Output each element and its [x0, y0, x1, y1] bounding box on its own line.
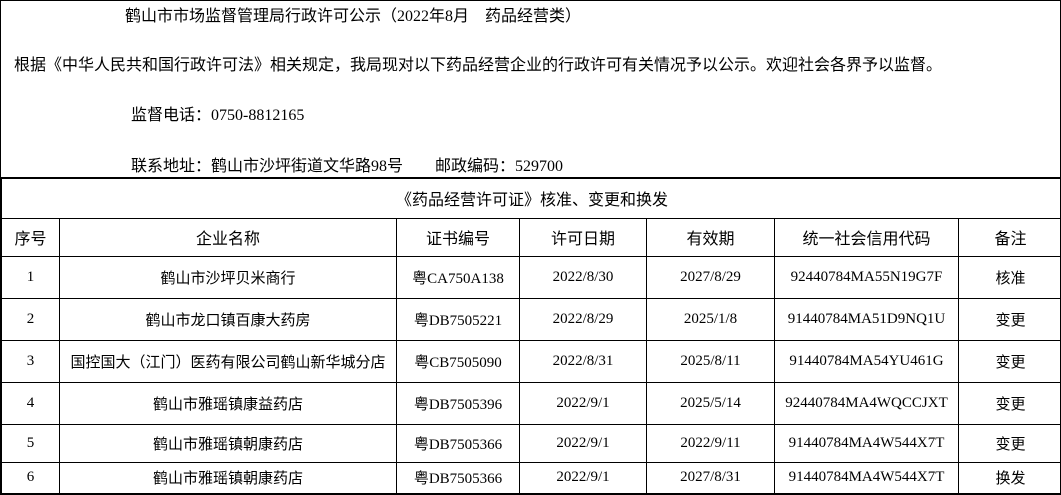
col-header-remark: 备注	[957, 217, 1060, 257]
col-header-company: 企业名称	[59, 217, 397, 257]
table-section-row: 《药品经营许可证》核准、变更和换发	[1, 178, 1060, 219]
license-table: 《药品经营许可证》核准、变更和换发 序号 企业名称 证书编号 许可日期 有效期 …	[1, 177, 1060, 494]
cell-credit-code: 92440784MA4WQCCJXT	[774, 381, 959, 425]
cell-seq: 6	[1, 461, 60, 494]
cell-company: 鹤山市龙口镇百康大药房	[59, 297, 397, 341]
table-row: 6 鹤山市雅瑶镇朝康药店 粤DB7505366 2022/9/1 2027/8/…	[1, 461, 1060, 494]
cell-seq: 3	[1, 339, 60, 383]
cell-credit-code: 91440784MA4W544X7T	[774, 423, 959, 463]
cell-cert-no: 粤DB7505396	[396, 381, 520, 425]
cell-cert-no: 粤DB7505366	[396, 461, 520, 494]
cell-credit-code: 92440784MA55N19G7F	[774, 255, 959, 299]
cell-company: 鹤山市雅瑶镇康益药店	[59, 381, 397, 425]
cell-license-date: 2022/8/31	[519, 339, 647, 383]
cell-cert-no: 粤DB7505221	[396, 297, 520, 341]
table-row: 2 鹤山市龙口镇百康大药房 粤DB7505221 2022/8/29 2025/…	[1, 297, 1060, 341]
intro-text: 根据《中华人民共和国行政许可法》相关规定，我局现对以下药品经营企业的行政许可有关…	[14, 57, 943, 74]
cell-company: 鹤山市雅瑶镇朝康药店	[59, 423, 397, 463]
cell-license-date: 2022/8/29	[519, 297, 647, 341]
cell-license-date: 2022/8/30	[519, 255, 647, 299]
cell-remark: 核准	[957, 255, 1060, 299]
cell-valid-until: 2022/9/11	[646, 423, 775, 463]
cell-remark: 变更	[957, 381, 1060, 425]
cell-seq: 1	[1, 255, 60, 299]
cell-remark: 变更	[957, 339, 1060, 383]
cell-company: 鹤山市雅瑶镇朝康药店	[59, 461, 397, 494]
cell-company: 国控国大（江门）医药有限公司鹤山新华城分店	[59, 339, 397, 383]
col-header-credit-code: 统一社会信用代码	[774, 217, 959, 257]
table-row: 4 鹤山市雅瑶镇康益药店 粤DB7505396 2022/9/1 2025/5/…	[1, 381, 1060, 425]
contact-address: 联系地址：鹤山市沙坪街道文华路98号 邮政编码：529700	[131, 158, 564, 175]
cell-remark: 变更	[957, 423, 1060, 463]
cell-cert-no: 粤CA750A138	[396, 255, 520, 299]
cell-valid-until: 2027/8/29	[646, 255, 775, 299]
cell-company: 鹤山市沙坪贝米商行	[59, 255, 397, 299]
cell-valid-until: 2025/8/11	[646, 339, 775, 383]
table-row: 5 鹤山市雅瑶镇朝康药店 粤DB7505366 2022/9/1 2022/9/…	[1, 423, 1060, 463]
cell-license-date: 2022/9/1	[519, 381, 647, 425]
cell-credit-code: 91440784MA4W544X7T	[774, 461, 959, 494]
cell-valid-until: 2027/8/31	[646, 461, 775, 494]
table-row: 3 国控国大（江门）医药有限公司鹤山新华城分店 粤CB7505090 2022/…	[1, 339, 1060, 383]
cell-license-date: 2022/9/1	[519, 461, 647, 494]
cell-remark: 换发	[957, 461, 1060, 494]
col-header-seq: 序号	[1, 217, 60, 257]
cell-seq: 4	[1, 381, 60, 425]
page-title: 鹤山市市场监督管理局行政许可公示（2022年8月 药品经营类）	[125, 8, 582, 25]
col-header-license-date: 许可日期	[519, 217, 647, 257]
cell-credit-code: 91440784MA54YU461G	[774, 339, 959, 383]
cell-cert-no: 粤CB7505090	[396, 339, 520, 383]
table-row: 1 鹤山市沙坪贝米商行 粤CA750A138 2022/8/30 2027/8/…	[1, 255, 1060, 299]
table-header-row: 序号 企业名称 证书编号 许可日期 有效期 统一社会信用代码 备注	[1, 217, 1060, 257]
cell-valid-until: 2025/1/8	[646, 297, 775, 341]
cell-valid-until: 2025/5/14	[646, 381, 775, 425]
table-section-title: 《药品经营许可证》核准、变更和换发	[1, 178, 1060, 219]
cell-cert-no: 粤DB7505366	[396, 423, 520, 463]
cell-remark: 变更	[957, 297, 1060, 341]
cell-license-date: 2022/9/1	[519, 423, 647, 463]
col-header-cert-no: 证书编号	[396, 217, 520, 257]
cell-seq: 5	[1, 423, 60, 463]
cell-credit-code: 91440784MA51D9NQ1U	[774, 297, 959, 341]
col-header-valid-until: 有效期	[646, 217, 775, 257]
supervision-phone: 监督电话：0750-8812165	[131, 107, 305, 124]
cell-seq: 2	[1, 297, 60, 341]
